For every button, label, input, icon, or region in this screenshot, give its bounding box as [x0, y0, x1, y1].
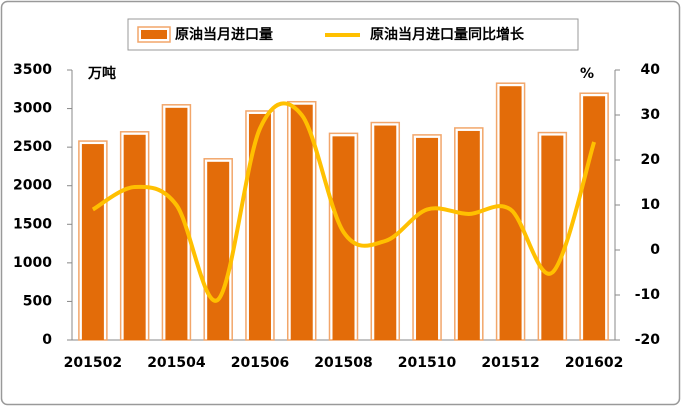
y2-tick-label: 40 — [641, 62, 661, 78]
bar — [165, 107, 188, 340]
y2-axis-unit: % — [580, 66, 594, 82]
x-tick-label: 201512 — [481, 355, 539, 371]
bar — [374, 125, 397, 341]
x-tick-label: 201506 — [231, 355, 289, 371]
y2-tick-label: 20 — [641, 152, 661, 168]
x-tick-label: 201502 — [64, 355, 122, 371]
bar — [81, 144, 104, 340]
bar — [248, 113, 271, 340]
bar — [290, 104, 313, 340]
x-tick-label: 201510 — [398, 355, 457, 371]
bar — [541, 135, 564, 340]
y2-tick-label: -10 — [635, 287, 661, 303]
y-tick-label: 2000 — [13, 178, 52, 194]
y-tick-label: 1000 — [13, 255, 52, 271]
bar — [123, 134, 146, 340]
legend-label: 原油当月进口量同比增长 — [370, 26, 525, 43]
bar — [207, 161, 230, 340]
y-tick-label: 1500 — [13, 216, 52, 232]
line — [91, 101, 597, 303]
y-tick-label: 500 — [23, 293, 52, 309]
y-tick-label: 0 — [42, 332, 52, 348]
legend-swatch — [141, 30, 167, 39]
y2-tick-label: -20 — [635, 332, 661, 348]
bar — [583, 96, 606, 340]
bar — [332, 136, 355, 340]
x-tick-label: 201508 — [314, 355, 372, 371]
x-tick-label: 201504 — [147, 355, 206, 371]
bar — [457, 130, 480, 340]
y-tick-label: 3500 — [13, 62, 52, 78]
x-tick-label: 201602 — [565, 355, 623, 371]
y-axis-unit: 万吨 — [87, 65, 116, 82]
legend-label: 原油当月进口量 — [175, 26, 273, 43]
y2-tick-label: 10 — [641, 197, 661, 213]
y-tick-label: 3000 — [13, 101, 52, 117]
bar — [499, 86, 522, 340]
y2-tick-label: 0 — [650, 242, 660, 258]
bar — [416, 137, 439, 340]
y-tick-label: 2500 — [13, 139, 52, 155]
y2-tick-label: 30 — [641, 107, 661, 123]
